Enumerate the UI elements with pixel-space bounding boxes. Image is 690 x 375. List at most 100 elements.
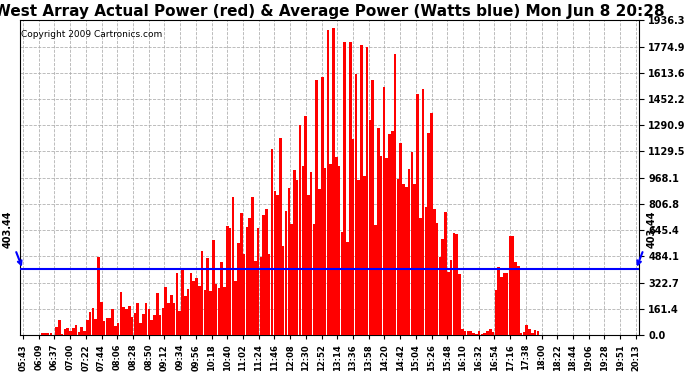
Bar [86, 320, 88, 335]
Bar [243, 255, 246, 335]
Bar [212, 240, 215, 335]
Bar [304, 116, 307, 335]
Bar [528, 329, 531, 335]
Bar [346, 242, 349, 335]
Bar [442, 238, 444, 335]
Bar [326, 30, 329, 335]
Bar [50, 333, 52, 335]
Bar [81, 327, 83, 335]
Bar [405, 188, 408, 335]
Bar [172, 303, 175, 335]
Bar [128, 306, 130, 335]
Bar [489, 329, 491, 335]
Bar [134, 313, 136, 335]
Bar [204, 290, 206, 335]
Bar [302, 166, 304, 335]
Bar [114, 326, 117, 335]
Bar [349, 42, 352, 335]
Bar [175, 273, 178, 335]
Bar [131, 317, 133, 335]
Bar [106, 318, 108, 335]
Bar [296, 180, 299, 335]
Bar [100, 302, 103, 335]
Bar [363, 176, 366, 335]
Bar [270, 149, 273, 335]
Bar [95, 319, 97, 335]
Bar [344, 42, 346, 335]
Bar [198, 286, 201, 335]
Bar [184, 296, 186, 335]
Title: West Array Actual Power (red) & Average Power (Watts blue) Mon Jun 8 20:28: West Array Actual Power (red) & Average … [0, 4, 664, 19]
Bar [262, 215, 265, 335]
Bar [413, 184, 416, 335]
Bar [310, 172, 313, 335]
Bar [453, 233, 455, 335]
Bar [254, 261, 257, 335]
Bar [466, 331, 469, 335]
Bar [522, 332, 525, 335]
Bar [246, 226, 248, 335]
Bar [47, 333, 50, 335]
Bar [525, 325, 528, 335]
Bar [153, 315, 156, 335]
Bar [273, 191, 276, 335]
Bar [321, 77, 324, 335]
Bar [433, 209, 435, 335]
Bar [397, 179, 400, 335]
Bar [335, 158, 337, 335]
Bar [371, 80, 374, 335]
Bar [511, 236, 514, 335]
Bar [500, 277, 503, 335]
Bar [259, 257, 262, 335]
Bar [41, 333, 44, 335]
Bar [341, 232, 343, 335]
Bar [248, 218, 251, 335]
Bar [78, 332, 80, 335]
Bar [187, 289, 189, 335]
Bar [229, 228, 231, 335]
Bar [190, 273, 192, 335]
Bar [506, 273, 509, 335]
Bar [514, 262, 517, 335]
Bar [503, 273, 506, 335]
Bar [520, 333, 522, 335]
Bar [486, 331, 489, 335]
Bar [125, 309, 128, 335]
Bar [217, 288, 220, 335]
Bar [159, 315, 161, 335]
Bar [181, 268, 184, 335]
Bar [72, 328, 75, 335]
Bar [282, 246, 284, 335]
Bar [122, 307, 125, 335]
Bar [330, 164, 332, 335]
Bar [111, 309, 114, 335]
Bar [427, 133, 430, 335]
Bar [226, 226, 228, 335]
Bar [137, 303, 139, 335]
Bar [475, 334, 477, 335]
Bar [235, 281, 237, 335]
Bar [103, 321, 106, 335]
Bar [481, 334, 483, 335]
Bar [193, 281, 195, 335]
Bar [537, 331, 539, 335]
Bar [315, 80, 318, 335]
Bar [201, 251, 204, 335]
Bar [119, 292, 122, 335]
Bar [531, 333, 533, 335]
Bar [232, 198, 234, 335]
Bar [148, 309, 150, 335]
Bar [391, 131, 393, 335]
Bar [380, 156, 382, 335]
Bar [206, 258, 209, 335]
Bar [388, 135, 391, 335]
Bar [66, 328, 69, 335]
Bar [161, 308, 164, 335]
Bar [285, 210, 287, 335]
Bar [416, 94, 419, 335]
Bar [458, 274, 461, 335]
Bar [97, 257, 100, 335]
Bar [290, 224, 293, 335]
Bar [394, 54, 397, 335]
Bar [145, 303, 148, 335]
